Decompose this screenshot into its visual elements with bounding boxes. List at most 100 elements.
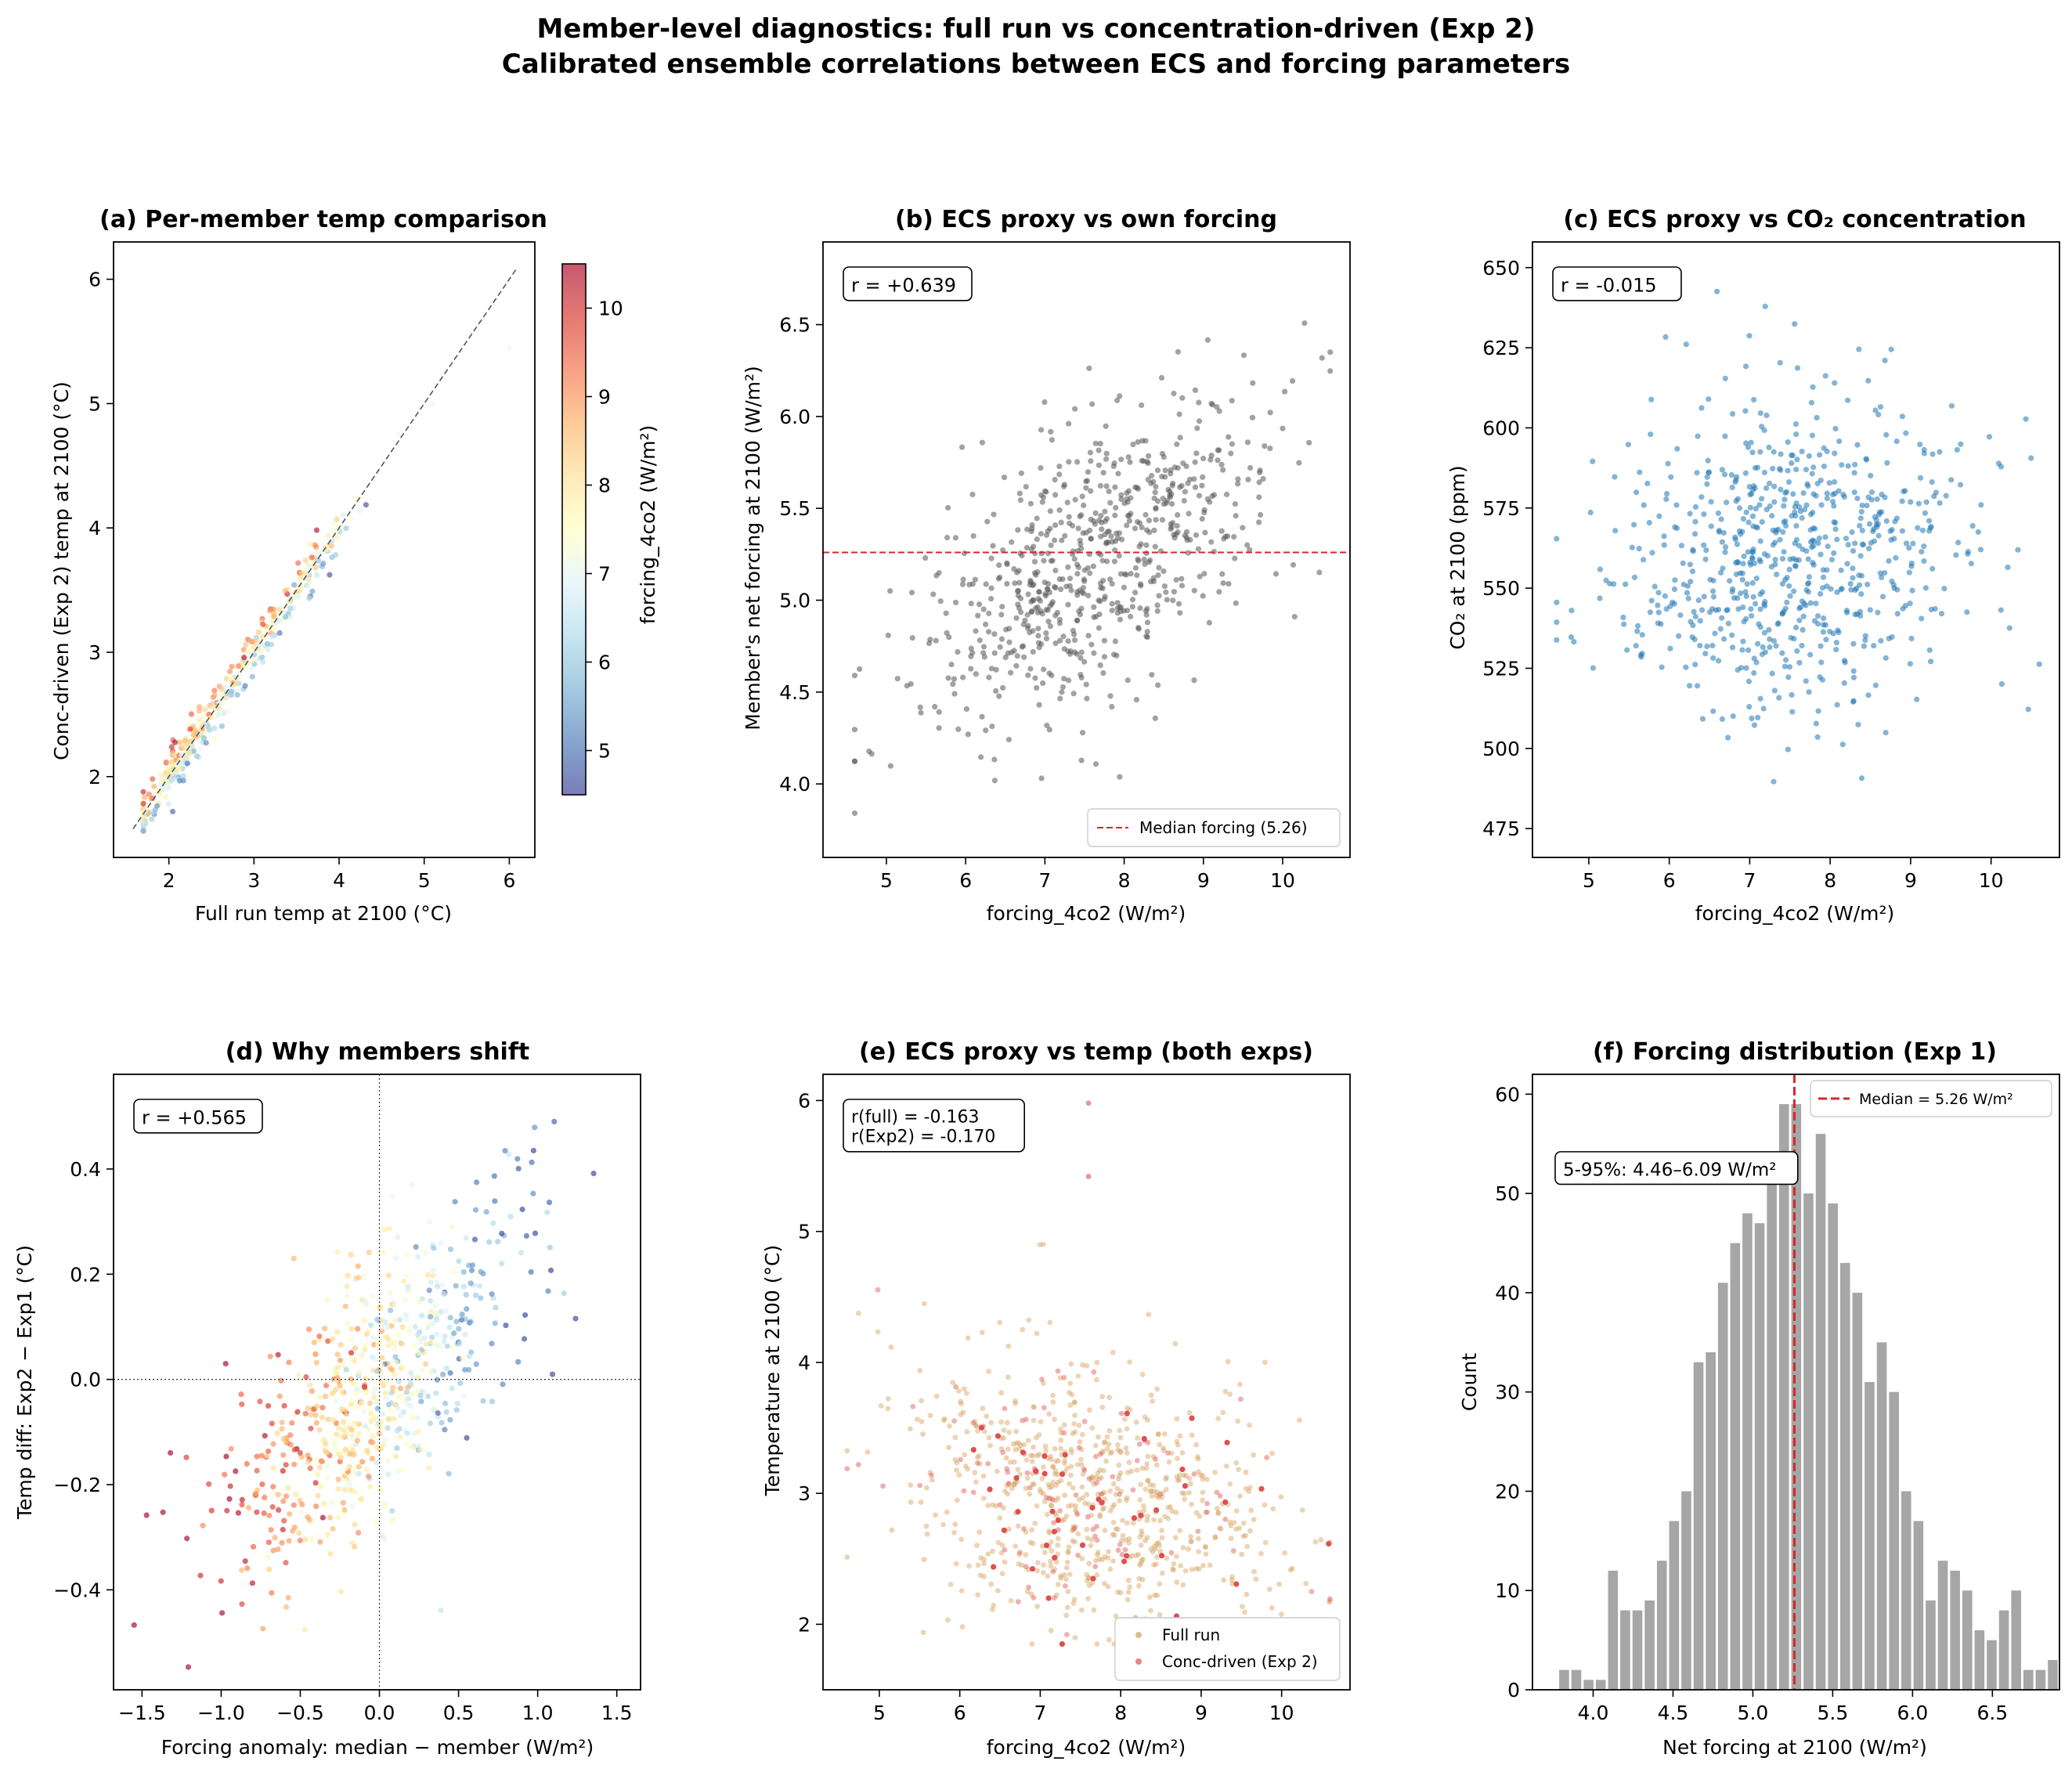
data-point xyxy=(380,1442,386,1449)
data-point xyxy=(1106,488,1112,495)
data-point xyxy=(374,1406,381,1412)
data-point-conc-driven xyxy=(1326,1541,1332,1546)
data-point-conc-driven xyxy=(1141,1436,1147,1442)
data-point xyxy=(1767,636,1773,642)
data-point-full-run xyxy=(959,1624,966,1629)
data-point-conc-driven xyxy=(1096,1496,1102,1503)
data-point-full-run xyxy=(965,1335,971,1341)
data-point-conc-driven xyxy=(1093,1453,1099,1460)
colorbar-tick-label: 9 xyxy=(598,386,611,409)
data-point-full-run xyxy=(990,1502,996,1508)
data-point xyxy=(1078,672,1084,678)
data-point xyxy=(1866,545,1872,552)
data-point-conc-driven xyxy=(1233,1581,1240,1587)
data-point-full-run xyxy=(1053,1513,1059,1518)
data-point xyxy=(377,1304,383,1311)
data-point-conc-driven xyxy=(1131,1515,1137,1521)
data-point xyxy=(1066,514,1072,520)
data-point xyxy=(415,1332,421,1338)
panel-b-ylabel: Member's net forcing at 2100 (W/m²) xyxy=(742,366,764,731)
data-point xyxy=(1226,581,1232,587)
data-point xyxy=(1040,680,1046,687)
data-point xyxy=(1015,527,1021,533)
data-point-conc-driven xyxy=(1004,1466,1010,1472)
data-point xyxy=(334,1352,341,1358)
histogram-bar xyxy=(1644,1600,1655,1690)
data-point xyxy=(405,1287,411,1294)
data-point-conc-driven xyxy=(1041,1471,1048,1477)
data-point-conc-driven xyxy=(1015,1509,1021,1515)
data-point xyxy=(1024,526,1031,532)
data-point xyxy=(341,1486,348,1492)
data-point xyxy=(350,1468,356,1474)
data-point xyxy=(1097,580,1104,586)
data-point-full-run xyxy=(1076,1496,1082,1503)
data-point xyxy=(188,711,195,717)
data-point xyxy=(1240,352,1247,359)
data-point-full-run xyxy=(1155,1431,1161,1437)
data-point-conc-driven xyxy=(1090,1575,1096,1582)
data-point-full-run xyxy=(1159,1570,1165,1576)
data-point-full-run xyxy=(1106,1395,1112,1401)
data-point-full-run xyxy=(1166,1459,1172,1465)
data-point-conc-driven xyxy=(979,1424,984,1431)
data-point xyxy=(359,1401,365,1407)
data-point-full-run xyxy=(1088,1543,1094,1549)
data-point xyxy=(463,1235,469,1241)
data-point-full-run xyxy=(1078,1446,1085,1453)
data-point-conc-driven xyxy=(1189,1415,1195,1421)
data-point-conc-driven xyxy=(995,1433,1001,1439)
data-point-full-run xyxy=(1062,1449,1068,1455)
data-point-full-run xyxy=(1193,1510,1200,1516)
data-point xyxy=(1810,384,1816,390)
data-point xyxy=(315,1471,321,1478)
data-point-conc-driven xyxy=(1224,1439,1230,1445)
data-point-full-run xyxy=(1157,1543,1163,1549)
data-point-full-run xyxy=(888,1344,894,1350)
data-point-conc-driven xyxy=(1080,1542,1085,1548)
data-point-conc-driven xyxy=(1138,1512,1144,1518)
data-point-full-run xyxy=(1177,1472,1182,1478)
data-point-full-run xyxy=(1258,1550,1264,1557)
data-point xyxy=(1753,524,1760,530)
data-point xyxy=(1023,544,1031,551)
data-point xyxy=(963,706,969,713)
data-point-full-run xyxy=(1050,1399,1056,1405)
data-point xyxy=(1118,496,1124,503)
data-point-full-run xyxy=(998,1390,1005,1396)
data-point xyxy=(382,1379,388,1385)
data-point-conc-driven xyxy=(1258,1485,1265,1492)
data-point xyxy=(283,1560,289,1566)
data-point xyxy=(1663,496,1670,503)
data-point-conc-driven xyxy=(1099,1500,1105,1506)
data-point-conc-driven xyxy=(1081,1418,1088,1424)
data-point xyxy=(1908,499,1914,505)
data-point-conc-driven xyxy=(1063,1632,1070,1637)
data-point-conc-driven xyxy=(1041,1453,1048,1459)
data-point xyxy=(1876,509,1882,515)
data-point xyxy=(1099,558,1106,564)
histogram-bar xyxy=(1791,1104,1802,1690)
data-point-full-run xyxy=(1053,1559,1059,1565)
data-point xyxy=(405,1395,411,1402)
data-point-full-run xyxy=(1104,1434,1110,1440)
data-point xyxy=(1868,472,1874,479)
data-point-full-run xyxy=(1174,1416,1180,1422)
data-point xyxy=(1796,659,1803,666)
data-point xyxy=(1781,549,1787,555)
data-point-conc-driven xyxy=(1224,1439,1230,1445)
data-point xyxy=(327,1514,334,1521)
data-point xyxy=(1703,547,1709,554)
data-point xyxy=(1065,601,1071,608)
data-point xyxy=(1074,651,1080,657)
data-point xyxy=(151,783,157,789)
data-point xyxy=(453,1407,460,1413)
data-point-full-run xyxy=(1106,1637,1112,1643)
data-point xyxy=(996,693,1002,699)
data-point-conc-driven xyxy=(970,1447,976,1453)
data-point xyxy=(1902,602,1909,609)
data-point xyxy=(1894,586,1901,593)
data-point-full-run xyxy=(1139,1532,1145,1537)
data-point-full-run xyxy=(1049,1484,1055,1490)
data-point-conc-driven xyxy=(1124,1410,1130,1417)
